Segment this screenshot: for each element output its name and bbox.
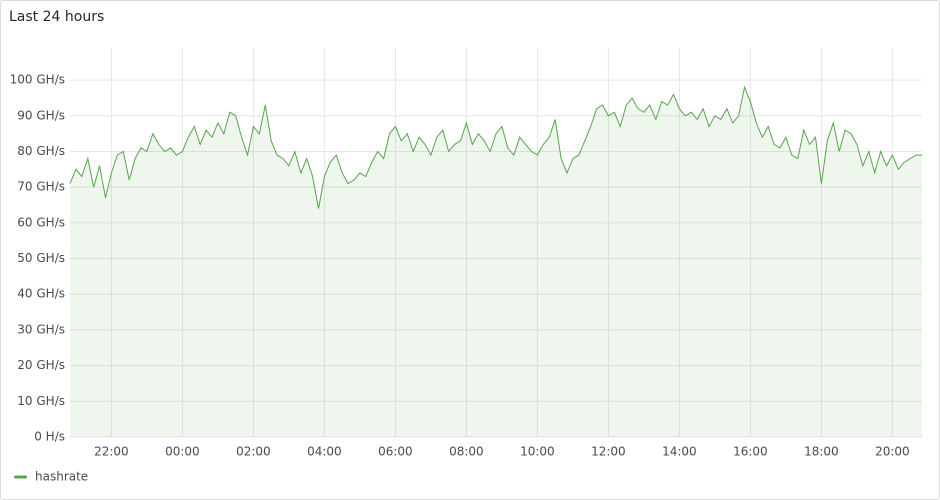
y-tick-label: 50 GH/s [17, 251, 65, 265]
x-tick-label: 18:00 [804, 445, 839, 459]
y-tick-label: 90 GH/s [17, 108, 65, 122]
y-tick-label: 0 H/s [34, 430, 65, 444]
y-tick-label: 60 GH/s [17, 215, 65, 229]
y-tick-label: 70 GH/s [17, 180, 65, 194]
x-tick-label: 04:00 [307, 445, 342, 459]
x-tick-label: 14:00 [662, 445, 697, 459]
x-tick-label: 08:00 [449, 445, 484, 459]
x-tick-label: 06:00 [378, 445, 413, 459]
legend-label: hashrate [35, 470, 88, 484]
y-tick-label: 10 GH/s [17, 394, 65, 408]
x-tick-label: 12:00 [591, 445, 626, 459]
legend-swatch [14, 475, 27, 479]
area [70, 87, 922, 438]
y-tick-label: 100 GH/s [10, 73, 65, 87]
chart-title: Last 24 hours [9, 9, 104, 25]
x-tick-label: 22:00 [94, 445, 129, 459]
x-tick-label: 02:00 [236, 445, 271, 459]
y-tick-label: 80 GH/s [17, 144, 65, 158]
x-tick-label: 16:00 [733, 445, 768, 459]
x-tick-label: 20:00 [875, 445, 910, 459]
y-tick-label: 40 GH/s [17, 287, 65, 301]
x-tick-label: 10:00 [520, 445, 555, 459]
x-tick-label: 00:00 [165, 445, 200, 459]
line [69, 85, 922, 209]
y-tick-label: 20 GH/s [17, 358, 65, 372]
y-tick-label: 30 GH/s [17, 322, 65, 336]
